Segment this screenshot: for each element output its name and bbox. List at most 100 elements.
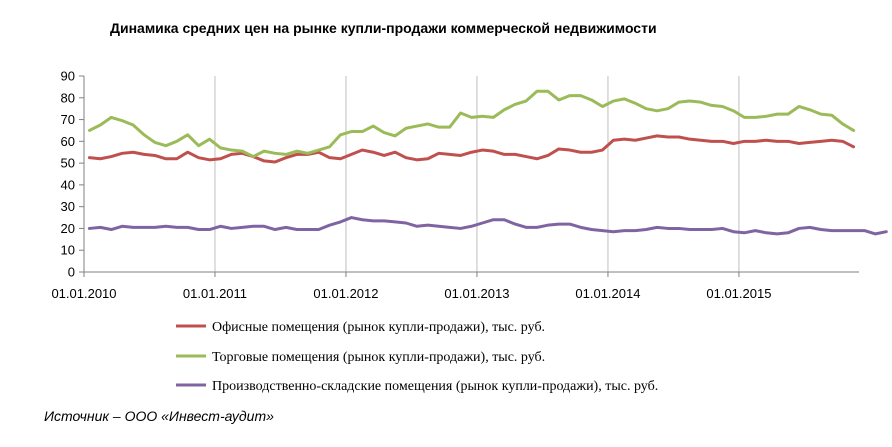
series-points-1 bbox=[88, 135, 855, 163]
data-point bbox=[405, 127, 407, 130]
data-point bbox=[558, 99, 560, 101]
data-point bbox=[274, 228, 276, 231]
data-point bbox=[350, 130, 353, 133]
data-point bbox=[765, 232, 768, 234]
data-point bbox=[525, 100, 527, 102]
data-point bbox=[852, 229, 855, 232]
data-point bbox=[339, 157, 342, 160]
data-point bbox=[841, 140, 844, 143]
x-tick-label: 01.01.2011 bbox=[183, 286, 247, 301]
data-point bbox=[99, 157, 102, 160]
data-point bbox=[579, 226, 582, 229]
data-point bbox=[645, 107, 647, 110]
data-point bbox=[710, 228, 713, 231]
data-point bbox=[547, 224, 549, 226]
x-tick-label: 01.01.2010 bbox=[51, 286, 116, 301]
data-point bbox=[721, 105, 724, 108]
data-point bbox=[852, 129, 855, 132]
data-point bbox=[798, 105, 800, 108]
data-point bbox=[667, 227, 669, 230]
data-point bbox=[110, 116, 113, 119]
data-point bbox=[667, 107, 669, 110]
data-point bbox=[230, 153, 233, 156]
data-point bbox=[787, 113, 789, 115]
data-point bbox=[623, 138, 626, 140]
data-point bbox=[110, 228, 113, 231]
data-point bbox=[416, 225, 418, 228]
data-point bbox=[437, 126, 440, 128]
data-point bbox=[88, 156, 91, 159]
data-point bbox=[830, 114, 833, 116]
data-point bbox=[197, 144, 200, 147]
data-point bbox=[820, 140, 822, 143]
data-point bbox=[165, 157, 167, 160]
data-point bbox=[623, 229, 626, 232]
data-point bbox=[154, 141, 156, 144]
data-point bbox=[481, 115, 484, 118]
data-point bbox=[230, 227, 233, 230]
x-tick-label: 01.01.2013 bbox=[444, 286, 509, 301]
data-point bbox=[536, 90, 538, 93]
data-point bbox=[590, 151, 593, 154]
data-point bbox=[558, 223, 560, 225]
data-point bbox=[121, 119, 123, 122]
data-point bbox=[88, 129, 91, 132]
data-point bbox=[459, 112, 462, 114]
legend-label-2: Торговые помещения (рынок купли-продажи)… bbox=[212, 350, 545, 365]
data-point bbox=[263, 225, 265, 228]
data-point bbox=[536, 226, 538, 229]
y-tick-label: 90 bbox=[61, 69, 75, 84]
y-tick-label: 50 bbox=[61, 156, 75, 171]
data-point bbox=[361, 149, 364, 151]
data-point bbox=[579, 151, 582, 154]
data-point bbox=[820, 228, 822, 231]
data-point bbox=[732, 230, 735, 233]
data-point bbox=[852, 145, 855, 148]
data-point bbox=[427, 123, 429, 125]
data-point bbox=[263, 160, 265, 162]
data-point bbox=[809, 108, 811, 111]
data-point bbox=[208, 159, 211, 161]
data-point bbox=[252, 155, 254, 158]
data-point bbox=[285, 156, 287, 159]
data-point bbox=[645, 228, 647, 231]
data-point bbox=[841, 123, 844, 125]
data-point bbox=[317, 228, 320, 231]
data-point bbox=[208, 228, 211, 231]
data-point bbox=[710, 140, 713, 143]
data-point bbox=[656, 226, 658, 229]
data-point bbox=[721, 140, 724, 143]
source-note: Источник – ООО «Инвест-аудит» bbox=[44, 408, 274, 424]
y-tick-label: 40 bbox=[61, 177, 75, 192]
data-point bbox=[634, 229, 637, 232]
x-tick-label: 01.01.2012 bbox=[313, 286, 378, 301]
y-tick-label: 30 bbox=[61, 199, 75, 214]
data-point bbox=[285, 226, 287, 229]
data-point bbox=[656, 110, 658, 112]
data-point bbox=[317, 151, 320, 154]
data-point bbox=[754, 140, 757, 143]
data-point bbox=[612, 100, 615, 102]
data-point bbox=[339, 134, 342, 136]
data-point bbox=[820, 113, 822, 115]
data-point bbox=[437, 225, 440, 228]
data-point bbox=[241, 226, 244, 229]
data-point bbox=[405, 222, 407, 224]
grid bbox=[214, 76, 740, 272]
data-point bbox=[448, 153, 451, 156]
data-point bbox=[710, 104, 713, 107]
data-point bbox=[459, 154, 462, 157]
data-point bbox=[252, 225, 254, 228]
data-point bbox=[132, 226, 134, 229]
data-point bbox=[208, 138, 211, 140]
data-point bbox=[383, 154, 385, 157]
data-point bbox=[721, 227, 724, 230]
data-point bbox=[514, 153, 516, 156]
data-point bbox=[590, 99, 593, 101]
data-point bbox=[699, 139, 702, 142]
data-point bbox=[699, 101, 702, 103]
data-point bbox=[121, 225, 123, 228]
data-point bbox=[361, 218, 364, 221]
data-point bbox=[470, 225, 473, 228]
data-point bbox=[481, 222, 484, 224]
